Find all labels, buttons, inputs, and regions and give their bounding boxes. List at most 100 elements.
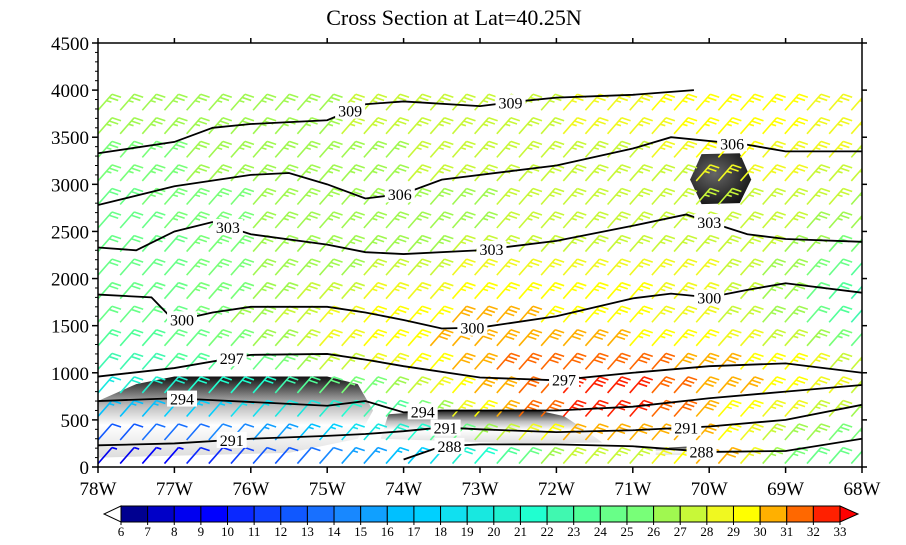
wind-barb (540, 399, 565, 417)
wind-barb (385, 234, 410, 253)
wind-barb (141, 258, 166, 276)
wind-barb (784, 446, 809, 465)
wind-barb (850, 332, 862, 347)
wind-barb (739, 258, 764, 276)
wind-barb (606, 376, 631, 394)
wind-barb (762, 352, 786, 370)
wind-barb (98, 423, 122, 441)
wind-barb (806, 187, 831, 205)
wind-barb (98, 140, 122, 158)
wind-barb (230, 376, 255, 394)
wind-barb (651, 164, 676, 182)
wind-barb (318, 187, 343, 205)
wind-barb (274, 117, 299, 135)
colorbar-box (413, 505, 442, 523)
chart-title: Cross Section at Lat=40.25N (326, 5, 582, 30)
wind-barb (318, 376, 343, 394)
wind-barb (606, 258, 631, 276)
wind-barb (363, 140, 388, 158)
wind-barb (518, 352, 543, 370)
isentrope-294 (98, 384, 862, 414)
wind-barb (230, 164, 255, 182)
wind-barb (363, 446, 388, 465)
wind-barb (274, 258, 299, 276)
wind-barb (341, 187, 365, 205)
wind-barb (429, 281, 454, 300)
colorbar-under-triangle (102, 505, 122, 523)
wind-barb (163, 93, 188, 111)
wind-barb (584, 305, 609, 323)
wind-barb (717, 258, 742, 276)
wind-barb (717, 376, 742, 394)
wind-barb (119, 446, 140, 465)
wind-barb (828, 234, 853, 253)
wind-barb (186, 281, 210, 300)
wind-barb (98, 281, 122, 300)
x-tick-label: 68W (844, 479, 881, 500)
wind-barb (717, 93, 742, 111)
wind-barb (252, 93, 277, 111)
wind-barb (407, 446, 432, 465)
colorbar-box (519, 505, 548, 523)
wind-barb (629, 352, 653, 370)
wind-barb (651, 305, 676, 323)
wind-barb (629, 446, 653, 465)
wind-barb (850, 238, 862, 253)
colorbar-label: 24 (594, 524, 608, 539)
wind-barb (784, 211, 809, 229)
wind-barb (606, 352, 631, 370)
wind-barb (163, 352, 188, 370)
wind-barb (850, 143, 862, 158)
colorbar-label: 31 (780, 524, 793, 539)
colorbar-box (280, 505, 308, 523)
colorbar-label: 11 (248, 524, 261, 539)
wind-barb (98, 329, 122, 347)
wind-barb (606, 211, 631, 229)
wind-barb (341, 376, 365, 394)
colorbar-label: 8 (171, 524, 178, 539)
colorbar-box (333, 505, 362, 523)
wind-barb (518, 258, 543, 276)
wind-barb (717, 329, 742, 347)
wind-barb (562, 211, 587, 229)
colorbar-box (599, 505, 628, 523)
wind-barb (363, 423, 388, 441)
colorbar-box (706, 505, 734, 523)
wind-barb (629, 376, 653, 394)
wind-barb (828, 399, 853, 417)
wind-barb (296, 258, 321, 276)
wind-barb (451, 211, 476, 229)
wind-barb (451, 399, 476, 417)
wind-barb (673, 376, 698, 394)
wind-barb (230, 258, 255, 276)
wind-barb (651, 187, 676, 205)
colorbar-label: 7 (144, 524, 151, 539)
wind-barb (540, 234, 565, 253)
wind-barb (584, 187, 609, 205)
wind-barb (850, 96, 862, 111)
x-tick-label: 72W (538, 479, 575, 500)
wind-barb (806, 234, 831, 253)
wind-barb (606, 93, 631, 111)
colorbar-box (812, 505, 841, 523)
wind-barb (474, 140, 498, 158)
wind-barb (474, 258, 498, 276)
wind-barb (208, 305, 233, 323)
wind-barb (562, 164, 587, 182)
wind-barb (651, 258, 676, 276)
wind-barb (451, 187, 476, 205)
wind-barb (385, 376, 410, 394)
wind-barb (496, 329, 521, 347)
wind-barb (230, 187, 255, 205)
wind-barb (828, 446, 853, 465)
colorbar-box (227, 505, 255, 523)
wind-barb (163, 258, 188, 276)
wind-barb (739, 329, 764, 347)
isentrope-label: 309 (338, 104, 362, 121)
wind-barb (717, 234, 742, 253)
wind-barb (695, 376, 720, 394)
wind-barb (429, 376, 454, 394)
wind-barb (119, 423, 144, 441)
wind-barb (296, 352, 321, 370)
